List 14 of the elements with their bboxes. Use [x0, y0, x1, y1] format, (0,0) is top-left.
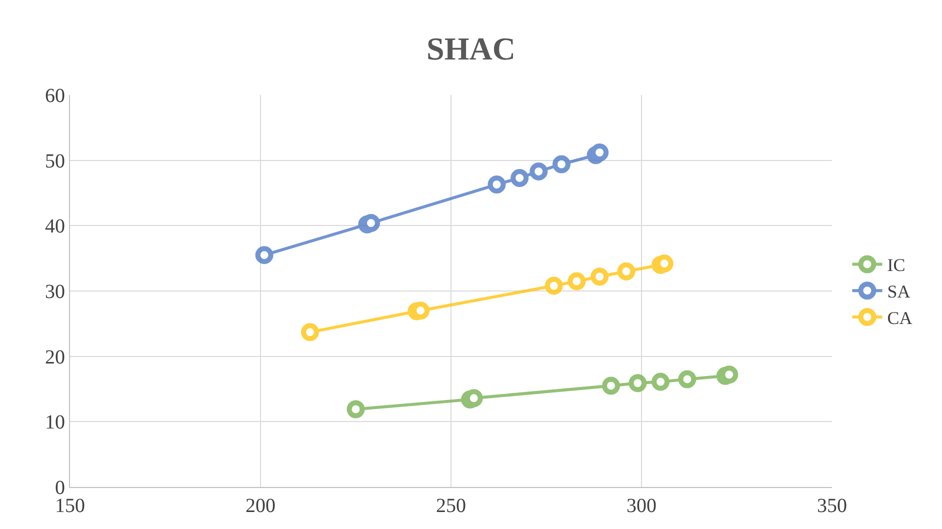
x-tick-label: 250	[436, 495, 466, 517]
legend-label: CA	[887, 308, 912, 328]
chart-title: SHAC	[426, 30, 516, 66]
y-tick-label: 40	[45, 216, 65, 238]
x-tick-label: 200	[246, 495, 276, 517]
y-tick-label: 50	[45, 150, 65, 172]
legend-label: IC	[887, 255, 906, 276]
x-tick-label: 350	[817, 495, 847, 517]
y-tick-label: 10	[45, 412, 65, 434]
legend-label: SA	[887, 282, 910, 302]
x-tick-label: 300	[626, 495, 656, 517]
y-tick-label: 30	[45, 281, 65, 303]
y-tick-label: 60	[45, 85, 65, 107]
y-tick-label: 20	[45, 346, 65, 368]
